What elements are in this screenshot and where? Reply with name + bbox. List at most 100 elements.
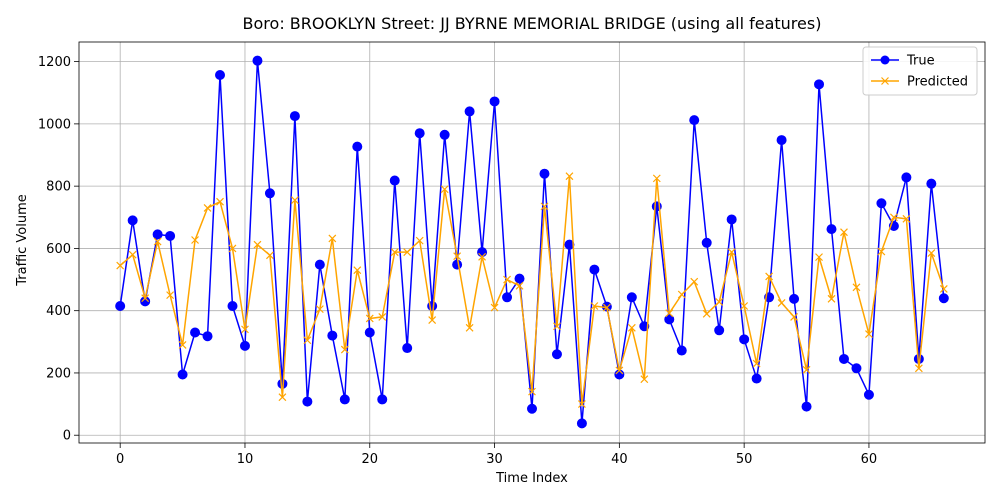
data-point	[315, 305, 324, 314]
data-point	[676, 345, 687, 356]
data-point	[664, 314, 675, 325]
data-point	[751, 373, 762, 384]
data-point	[177, 369, 188, 380]
data-point	[926, 178, 937, 189]
data-point	[677, 290, 686, 299]
data-point	[377, 394, 388, 405]
data-point	[689, 115, 700, 126]
data-point	[465, 323, 474, 332]
data-point	[514, 273, 525, 284]
data-point	[814, 79, 825, 90]
data-point	[264, 188, 275, 199]
data-point	[714, 325, 725, 336]
data-point	[241, 325, 249, 334]
data-point	[727, 248, 736, 257]
y-tick-label: 1200	[38, 55, 71, 70]
y-axis-label: Traffic Volume	[15, 194, 30, 287]
data-point	[802, 365, 811, 374]
data-point	[528, 387, 536, 396]
data-point	[652, 174, 661, 183]
data-point	[863, 389, 874, 400]
data-point	[327, 330, 338, 341]
data-point	[902, 214, 911, 223]
data-point	[152, 229, 163, 240]
data-point	[840, 228, 848, 237]
data-point	[614, 369, 625, 380]
data-point	[626, 292, 637, 303]
data-point	[726, 214, 737, 225]
data-point	[503, 275, 511, 284]
data-point	[253, 240, 262, 249]
data-point	[215, 70, 226, 81]
x-tick-label: 60	[861, 452, 878, 467]
data-point	[302, 396, 313, 407]
data-point	[765, 272, 774, 281]
data-point	[539, 168, 550, 179]
data-point	[515, 281, 524, 290]
data-point	[851, 363, 862, 374]
data-point	[227, 301, 238, 312]
data-point	[827, 294, 836, 303]
data-point	[838, 353, 849, 364]
data-point	[141, 294, 150, 303]
legend-label: Predicted	[907, 75, 968, 90]
data-point	[876, 198, 887, 209]
data-point	[252, 55, 263, 66]
data-point	[127, 215, 138, 226]
data-point	[178, 341, 187, 349]
data-point	[901, 172, 912, 183]
data-point	[478, 252, 487, 261]
data-point	[489, 96, 500, 107]
y-tick-label: 0	[63, 429, 71, 444]
x-tick-label: 40	[611, 452, 628, 467]
data-point	[390, 248, 399, 257]
data-point	[191, 236, 199, 244]
data-point	[739, 334, 750, 345]
x-tick-label: 20	[361, 452, 378, 467]
data-point	[914, 364, 923, 373]
data-point	[303, 336, 312, 345]
data-point	[378, 312, 387, 321]
data-point	[502, 292, 513, 303]
legend: True Predicted	[862, 46, 978, 96]
data-point	[589, 264, 600, 275]
data-point	[453, 252, 462, 261]
data-point	[314, 259, 325, 270]
data-point	[415, 236, 424, 245]
data-point	[203, 204, 212, 212]
y-tick-label: 800	[46, 180, 71, 195]
data-point	[439, 129, 450, 140]
data-point	[540, 202, 549, 211]
data-point	[776, 135, 787, 146]
data-point	[339, 394, 350, 405]
data-point	[801, 401, 812, 412]
data-point	[364, 327, 375, 338]
data-point	[527, 403, 537, 414]
data-point	[789, 293, 800, 304]
data-point	[577, 400, 586, 409]
series-line	[119, 59, 945, 425]
data-point	[715, 298, 724, 306]
data-point	[852, 283, 861, 292]
data-point	[352, 141, 363, 152]
legend-entry: Predicted	[871, 75, 968, 90]
chart-title: Boro: BROOKLYN Street: JJ BYRNE MEMORIAL…	[243, 14, 822, 33]
legend-entry: True	[871, 54, 935, 69]
series-predicted	[116, 172, 948, 409]
data-point	[815, 253, 823, 262]
legend-label: True	[906, 54, 935, 69]
data-point	[602, 303, 611, 312]
x-tick-label: 10	[237, 452, 254, 467]
axes-frame	[78, 41, 986, 444]
data-point	[551, 349, 562, 360]
data-point	[640, 375, 649, 384]
series-true	[115, 55, 949, 429]
data-point	[701, 237, 712, 248]
data-point	[115, 301, 126, 312]
data-point	[116, 261, 125, 270]
data-point	[889, 213, 898, 222]
data-point	[927, 249, 936, 258]
data-point	[939, 284, 948, 293]
data-point	[590, 302, 599, 310]
